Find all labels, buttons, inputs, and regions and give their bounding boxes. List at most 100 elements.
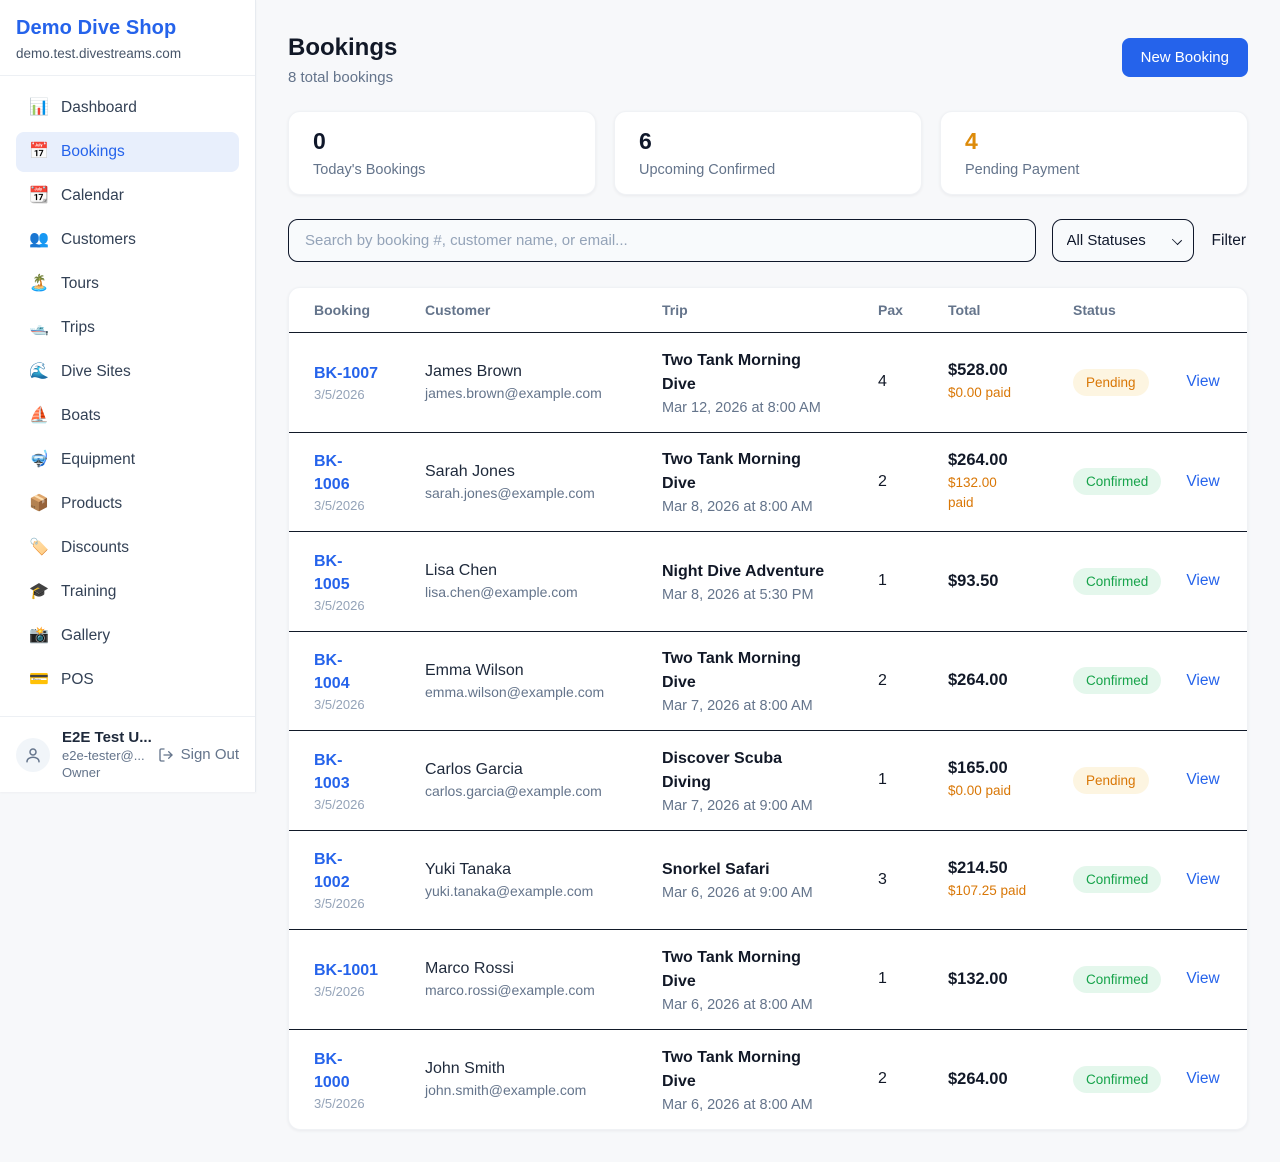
- column-header-booking: Booking: [314, 302, 370, 318]
- booking-date: 3/5/2026: [314, 896, 365, 912]
- trip-name: Two Tank Morning Dive: [662, 351, 801, 393]
- customer-cell: Emma Wilson emma.wilson@example.com: [425, 662, 662, 700]
- sidebar-item-dashboard[interactable]: 📊 Dashboard: [16, 88, 239, 128]
- total-cell: $93.50: [948, 572, 1073, 591]
- paid-amount: $0.00 paid: [948, 783, 1012, 799]
- booking-date: 3/5/2026: [314, 984, 365, 1000]
- trip-cell: Two Tank Morning Dive Mar 7, 2026 at 8:00…: [662, 647, 878, 714]
- booking-id-link[interactable]: BK-1001: [314, 962, 379, 980]
- booking-id-link[interactable]: BK-1007: [314, 365, 379, 383]
- view-link[interactable]: View: [1186, 1070, 1220, 1088]
- booking-id-link[interactable]: BK- 1006: [314, 453, 350, 494]
- new-booking-button[interactable]: New Booking: [1121, 38, 1248, 77]
- sidebar-item-pos[interactable]: 💳 POS: [16, 660, 239, 700]
- booking-id-link[interactable]: BK- 1000: [314, 1050, 350, 1091]
- user-role: Owner: [62, 765, 101, 780]
- sign-out-label: Sign Out: [180, 746, 239, 763]
- logout-icon: [158, 747, 173, 762]
- view-link[interactable]: View: [1186, 671, 1220, 689]
- sidebar-item-boats[interactable]: ⛵ Boats: [16, 396, 239, 436]
- diving-mask-icon: 🤿: [29, 451, 49, 468]
- package-icon: 📦: [29, 495, 49, 512]
- booking-cell: BK- 1005 3/5/2026: [314, 550, 425, 613]
- customer-cell: Yuki Tanaka yuki.tanaka@example.com: [425, 861, 662, 899]
- search-input[interactable]: [288, 219, 1036, 262]
- booking-id-link[interactable]: BK- 1004: [314, 652, 350, 693]
- booking-id-link[interactable]: BK- 1003: [314, 751, 350, 792]
- sidebar-item-calendar[interactable]: 📆 Calendar: [16, 176, 239, 216]
- sign-out-button[interactable]: Sign Out: [158, 746, 239, 763]
- paid-amount: $0.00 paid: [948, 385, 1012, 401]
- total-cell: $264.00: [948, 1070, 1073, 1089]
- trip-name: Snorkel Safari: [662, 861, 770, 879]
- pax-count: 1: [878, 572, 887, 590]
- stat-card-pending-payment: 4 Pending Payment: [940, 111, 1248, 195]
- sidebar-item-bookings[interactable]: 📅 Bookings: [16, 132, 239, 172]
- wave-icon: 🌊: [29, 363, 49, 380]
- sidebar-item-tours[interactable]: 🏝️ Tours: [16, 264, 239, 304]
- sidebar-item-discounts[interactable]: 🏷️ Discounts: [16, 528, 239, 568]
- stats-row: 0 Today's Bookings 6 Upcoming Confirmed 4 Pen…: [288, 111, 1248, 195]
- view-link[interactable]: View: [1186, 870, 1220, 888]
- sidebar-item-gallery[interactable]: 📸 Gallery: [16, 616, 239, 656]
- view-link[interactable]: View: [1186, 472, 1220, 490]
- view-link[interactable]: View: [1186, 373, 1220, 391]
- sidebar-item-products[interactable]: 📦 Products: [16, 484, 239, 524]
- customer-email: john.smith@example.com: [425, 1082, 587, 1099]
- trip-name: Two Tank Morning Dive: [662, 650, 801, 692]
- user-email: e2e-tester@...: [62, 748, 145, 763]
- trip-name: Two Tank Morning Dive: [662, 451, 801, 493]
- paid-amount: $132.00 paid: [948, 475, 997, 510]
- view-link[interactable]: View: [1186, 771, 1220, 789]
- status-cell: Pending: [1073, 368, 1183, 396]
- booking-date: 3/5/2026: [314, 697, 365, 713]
- customer-name: Yuki Tanaka: [425, 860, 511, 878]
- filter-button[interactable]: Filter: [1210, 226, 1248, 256]
- pax-count: 3: [878, 870, 887, 888]
- table-row: BK-1001 3/5/2026 Marco Rossi marco.rossi@ex…: [289, 930, 1247, 1030]
- booking-cell: BK- 1006 3/5/2026: [314, 450, 425, 513]
- column-header-trip: Trip: [662, 302, 688, 318]
- booking-id-link[interactable]: BK- 1002: [314, 851, 350, 892]
- view-link[interactable]: View: [1186, 970, 1220, 988]
- customer-cell: Sarah Jones sarah.jones@example.com: [425, 463, 662, 501]
- sidebar-item-dive-sites[interactable]: 🌊 Dive Sites: [16, 352, 239, 392]
- customer-name: Lisa Chen: [425, 562, 498, 580]
- sidebar-item-trips[interactable]: 🛥️ Trips: [16, 308, 239, 348]
- sidebar-item-training[interactable]: 🎓 Training: [16, 572, 239, 612]
- status-badge: Confirmed: [1073, 468, 1162, 496]
- sidebar-item-customers[interactable]: 👥 Customers: [16, 220, 239, 260]
- tear-off-calendar-icon: 📆: [29, 187, 49, 204]
- trip-name: Discover Scuba Diving: [662, 749, 783, 791]
- status-select[interactable]: All Statuses: [1051, 219, 1194, 262]
- booking-cell: BK-1007 3/5/2026: [314, 362, 425, 402]
- filter-row: All Statuses Filter: [288, 219, 1248, 262]
- trip-cell: Two Tank Morning Dive Mar 6, 2026 at 8:00…: [662, 1046, 878, 1113]
- stat-value: 0: [313, 128, 326, 154]
- trip-datetime: Mar 6, 2026 at 9:00 AM: [662, 885, 813, 902]
- customer-email: emma.wilson@example.com: [425, 683, 605, 700]
- stat-card-upcoming-confirmed: 6 Upcoming Confirmed: [614, 111, 922, 195]
- status-cell: Confirmed: [1073, 1065, 1183, 1093]
- status-badge: Confirmed: [1073, 567, 1162, 595]
- status-select-wrap: All Statuses: [1051, 219, 1194, 262]
- total-amount: $528.00: [948, 361, 1008, 380]
- page-title: Bookings: [288, 34, 398, 61]
- sidebar-item-equipment[interactable]: 🤿 Equipment: [16, 440, 239, 480]
- sidebar-item-label: Gallery: [61, 627, 111, 644]
- booking-cell: BK- 1002 3/5/2026: [314, 848, 425, 911]
- view-link[interactable]: View: [1186, 572, 1220, 590]
- sidebar-item-label: Dive Sites: [61, 363, 131, 380]
- customer-name: Marco Rossi: [425, 960, 514, 978]
- trip-datetime: Mar 6, 2026 at 8:00 AM: [662, 1096, 813, 1113]
- sidebar-item-label: Bookings: [61, 143, 125, 160]
- status-cell: Confirmed: [1073, 567, 1183, 595]
- island-icon: 🏝️: [29, 275, 49, 292]
- sidebar: Demo Dive Shop demo.test.divestreams.com…: [0, 0, 256, 792]
- column-header-status: Status: [1073, 302, 1116, 318]
- booking-id-link[interactable]: BK- 1005: [314, 552, 350, 593]
- customer-cell: Lisa Chen lisa.chen@example.com: [425, 562, 662, 600]
- customer-name: John Smith: [425, 1060, 506, 1078]
- stat-label: Today's Bookings: [313, 161, 426, 178]
- sidebar-item-label: Trips: [61, 319, 95, 336]
